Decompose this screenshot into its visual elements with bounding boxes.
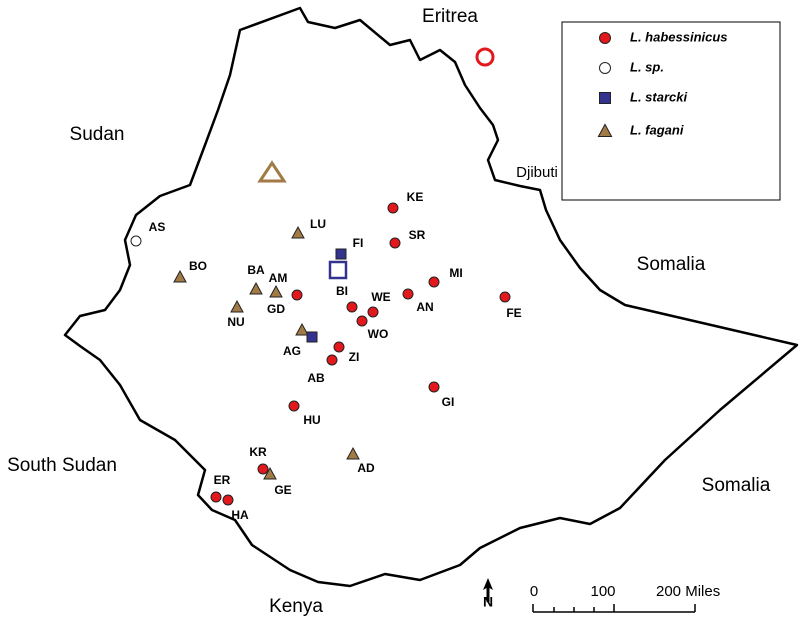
site-marker — [367, 306, 379, 318]
site-label: AS — [149, 220, 166, 234]
site-label: AD — [357, 461, 375, 475]
country-label: Sudan — [70, 124, 125, 145]
site-label: SR — [409, 228, 426, 242]
site-marker — [599, 32, 611, 44]
site-marker — [230, 299, 244, 313]
site-label: FI — [353, 236, 364, 250]
legend-label: L. starcki — [630, 89, 687, 104]
scale-bar — [532, 604, 696, 613]
site-marker — [335, 248, 347, 260]
site-marker — [295, 322, 309, 336]
site-label: HA — [231, 508, 249, 522]
type-locality — [328, 260, 348, 280]
legend-box — [561, 21, 781, 201]
site-marker — [499, 291, 511, 303]
site-label: FE — [506, 306, 521, 320]
site-marker — [291, 289, 303, 301]
site-marker — [599, 92, 611, 104]
country-label: Somalia — [637, 254, 706, 275]
site-marker — [346, 301, 358, 313]
site-label: AM — [269, 271, 288, 285]
site-label: MI — [449, 266, 462, 280]
country-label: Somalia — [702, 475, 771, 496]
site-marker — [428, 381, 440, 393]
country-label: Kenya — [269, 596, 323, 617]
site-label: LU — [310, 217, 326, 231]
site-marker — [288, 400, 300, 412]
site-label: NU — [227, 315, 244, 329]
site-marker — [263, 466, 277, 480]
site-label: KR — [249, 445, 267, 459]
site-marker — [210, 491, 222, 503]
legend-label: L. sp. — [630, 59, 664, 74]
site-label: GI — [442, 395, 455, 409]
site-marker — [428, 276, 440, 288]
site-label: BI — [336, 284, 348, 298]
site-label: BO — [189, 259, 207, 273]
site-marker — [306, 331, 318, 343]
site-label: AB — [307, 371, 325, 385]
site-marker — [402, 288, 414, 300]
north-label: N — [483, 594, 493, 610]
ethiopia-outline — [63, 6, 799, 588]
site-marker — [356, 315, 368, 327]
site-marker — [387, 202, 399, 214]
site-label: ER — [214, 473, 231, 487]
site-label: GD — [267, 302, 285, 316]
site-label: AG — [283, 344, 301, 358]
site-marker — [173, 269, 187, 283]
country-label: South Sudan — [7, 455, 117, 476]
site-label: WE — [371, 290, 390, 304]
site-label: KE — [407, 190, 424, 204]
type-locality — [257, 160, 287, 183]
site-marker — [130, 235, 142, 247]
site-marker — [333, 341, 345, 353]
legend-label: L. fagani — [630, 122, 684, 137]
site-marker — [249, 281, 263, 295]
site-marker — [222, 494, 234, 506]
site-marker — [389, 237, 401, 249]
site-label: ZI — [349, 350, 360, 364]
site-label: BA — [247, 263, 265, 277]
type-locality — [475, 47, 495, 67]
scale-label: 0 — [530, 583, 538, 600]
site-marker — [257, 463, 269, 475]
site-label: WO — [368, 327, 389, 341]
site-label: AN — [416, 300, 433, 314]
site-marker — [326, 354, 338, 366]
site-label: HU — [303, 413, 320, 427]
site-label: GE — [274, 483, 291, 497]
country-label: Eritrea — [422, 6, 478, 27]
legend-label: L. habessinicus — [630, 29, 728, 44]
north-arrow — [483, 578, 493, 602]
site-marker — [599, 62, 611, 74]
country-label: Djibuti — [516, 164, 558, 181]
site-marker — [291, 225, 305, 239]
site-marker — [269, 284, 283, 298]
scale-label: 100 — [590, 583, 615, 600]
site-marker — [597, 123, 613, 137]
scale-label: 200 Miles — [656, 583, 720, 600]
site-marker — [346, 446, 360, 460]
